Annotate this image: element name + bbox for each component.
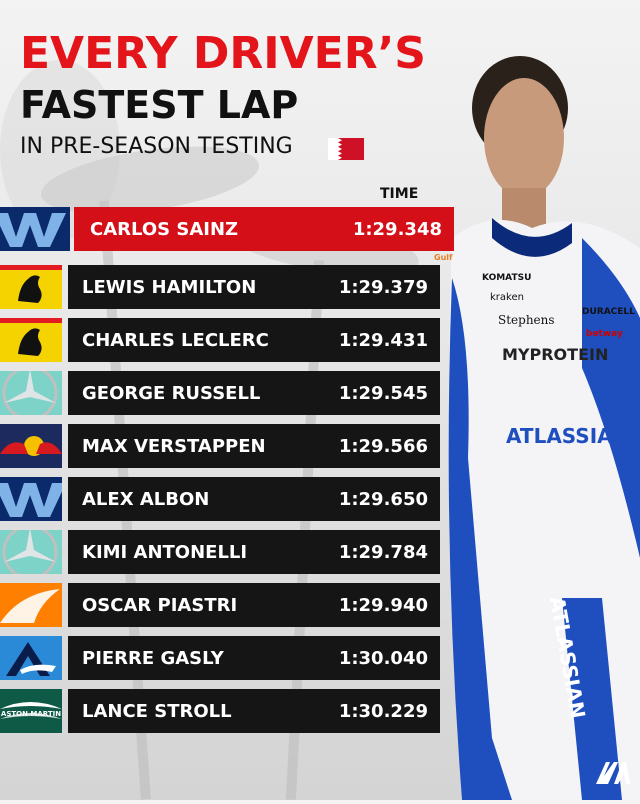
svg-text:kraken: kraken bbox=[490, 292, 524, 303]
lap-time: 1:29.431 bbox=[338, 329, 428, 351]
driver-bar: LEWIS HAMILTON 1:29.379 bbox=[68, 265, 440, 309]
driver-name: LANCE STROLL bbox=[82, 700, 232, 722]
mercedes-logo-icon bbox=[0, 371, 62, 415]
svg-text:KOMATSU: KOMATSU bbox=[482, 273, 531, 283]
aston-martin-logo-icon: ASTON MARTIN bbox=[0, 689, 62, 733]
lap-time: 1:29.650 bbox=[338, 488, 428, 510]
svg-text:MYPROTEIN: MYPROTEIN bbox=[502, 345, 608, 364]
driver-name: CHARLES LECLERC bbox=[82, 329, 269, 351]
lap-time: 1:29.566 bbox=[338, 435, 428, 457]
lap-time: 1:29.348 bbox=[352, 218, 442, 240]
driver-name: GEORGE RUSSELL bbox=[82, 382, 261, 404]
driver-bar: CARLOS SAINZ 1:29.348 bbox=[74, 207, 454, 251]
lap-time: 1:29.784 bbox=[338, 541, 428, 563]
mercedes-logo-icon bbox=[0, 530, 62, 574]
driver-bar: LANCE STROLL 1:30.229 bbox=[68, 689, 440, 733]
bahrain-flag-icon bbox=[328, 138, 364, 160]
subtitle: IN PRE-SEASON TESTING bbox=[20, 134, 293, 159]
lap-time: 1:29.379 bbox=[338, 276, 428, 298]
driver-name: PIERRE GASLY bbox=[82, 647, 224, 669]
title-line-2: FASTEST LAP bbox=[20, 83, 299, 127]
time-column-header: TIME bbox=[380, 186, 419, 202]
driver-bar: KIMI ANTONELLI 1:29.784 bbox=[68, 530, 440, 574]
mclaren-logo-icon bbox=[0, 583, 62, 627]
svg-text:ASTON MARTIN: ASTON MARTIN bbox=[1, 710, 61, 718]
driver-photo: KOMATSU kraken Stephens MYPROTEIN ATLASS… bbox=[432, 38, 640, 800]
driver-bar: OSCAR PIASTRI 1:29.940 bbox=[68, 583, 440, 627]
alpine-logo-icon bbox=[0, 636, 62, 680]
lap-time: 1:29.940 bbox=[338, 594, 428, 616]
brand-watermark-icon bbox=[596, 762, 630, 790]
driver-bar: PIERRE GASLY 1:30.040 bbox=[68, 636, 440, 680]
ferrari-logo-icon bbox=[0, 265, 62, 309]
williams-logo-icon bbox=[0, 207, 70, 251]
lap-time: 1:30.040 bbox=[338, 647, 428, 669]
driver-bar: MAX VERSTAPPEN 1:29.566 bbox=[68, 424, 440, 468]
driver-name: CARLOS SAINZ bbox=[90, 218, 239, 240]
williams-logo-icon bbox=[0, 477, 62, 521]
title-line-1: EVERY DRIVER’S bbox=[20, 28, 426, 79]
driver-bar: GEORGE RUSSELL 1:29.545 bbox=[68, 371, 440, 415]
driver-name: MAX VERSTAPPEN bbox=[82, 435, 266, 457]
driver-name: ALEX ALBON bbox=[82, 488, 210, 510]
svg-text:betway: betway bbox=[586, 329, 623, 339]
driver-name: KIMI ANTONELLI bbox=[82, 541, 248, 563]
lap-time: 1:30.229 bbox=[338, 700, 428, 722]
svg-text:Stephens: Stephens bbox=[498, 313, 555, 327]
svg-text:DURACELL: DURACELL bbox=[582, 307, 635, 317]
svg-text:ATLASSIAN: ATLASSIAN bbox=[506, 424, 629, 448]
lap-time: 1:29.545 bbox=[338, 382, 428, 404]
svg-text:Gulf: Gulf bbox=[434, 253, 453, 262]
red-bull-logo-icon bbox=[0, 424, 62, 468]
driver-name: LEWIS HAMILTON bbox=[82, 276, 257, 298]
driver-bar: CHARLES LECLERC 1:29.431 bbox=[68, 318, 440, 362]
ferrari-logo-icon bbox=[0, 318, 62, 362]
driver-name: OSCAR PIASTRI bbox=[82, 594, 238, 616]
driver-bar: ALEX ALBON 1:29.650 bbox=[68, 477, 440, 521]
